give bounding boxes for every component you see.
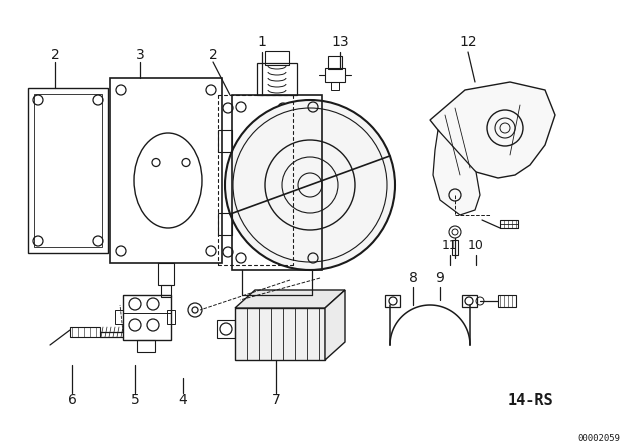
Bar bbox=[161, 285, 171, 297]
Bar bbox=[218, 130, 232, 152]
Polygon shape bbox=[325, 290, 345, 360]
Bar bbox=[257, 63, 297, 95]
Bar bbox=[115, 310, 123, 324]
Bar bbox=[137, 340, 155, 352]
Text: 4: 4 bbox=[179, 393, 188, 407]
Text: 7: 7 bbox=[271, 393, 280, 407]
Bar bbox=[498, 295, 516, 307]
Circle shape bbox=[225, 100, 395, 270]
Bar bbox=[500, 220, 518, 228]
Bar bbox=[452, 240, 458, 255]
Text: 12: 12 bbox=[459, 35, 477, 49]
Bar bbox=[331, 82, 339, 90]
Bar bbox=[235, 308, 325, 360]
Bar bbox=[34, 94, 102, 247]
Bar bbox=[217, 320, 235, 338]
Bar bbox=[462, 295, 477, 307]
Text: 3: 3 bbox=[136, 48, 145, 62]
Text: 8: 8 bbox=[408, 271, 417, 285]
Polygon shape bbox=[235, 290, 345, 308]
Bar bbox=[232, 95, 322, 270]
Bar bbox=[110, 78, 222, 263]
Bar bbox=[328, 56, 342, 69]
Bar bbox=[265, 51, 289, 65]
Text: 1: 1 bbox=[257, 35, 266, 49]
Text: 10: 10 bbox=[468, 238, 484, 251]
Text: 2: 2 bbox=[209, 48, 218, 62]
Bar bbox=[70, 327, 100, 337]
Text: 2: 2 bbox=[51, 48, 60, 62]
Bar bbox=[28, 88, 108, 253]
Bar bbox=[123, 295, 171, 313]
Text: 13: 13 bbox=[331, 35, 349, 49]
Bar bbox=[325, 68, 345, 82]
Text: 11: 11 bbox=[442, 238, 458, 251]
Text: 5: 5 bbox=[131, 393, 140, 407]
Polygon shape bbox=[430, 82, 555, 178]
Polygon shape bbox=[433, 130, 480, 215]
Text: 14-RS: 14-RS bbox=[507, 392, 553, 408]
Bar bbox=[218, 213, 232, 235]
Bar bbox=[158, 263, 174, 285]
Bar bbox=[123, 295, 171, 340]
Text: 00002059: 00002059 bbox=[577, 434, 620, 443]
Bar bbox=[385, 295, 400, 307]
Text: 6: 6 bbox=[68, 393, 76, 407]
Text: 9: 9 bbox=[436, 271, 444, 285]
Bar bbox=[167, 310, 175, 324]
